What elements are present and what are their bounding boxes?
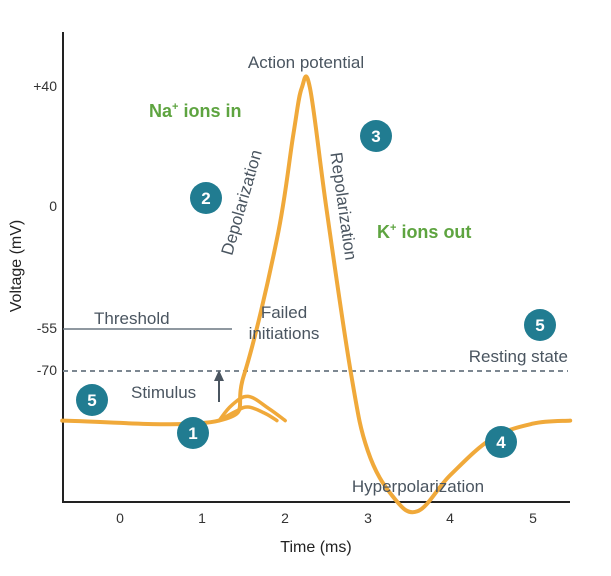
- stimulus-arrow-head: [214, 370, 224, 381]
- x-tick-label: 0: [116, 510, 124, 526]
- svg-text:5: 5: [535, 316, 544, 335]
- badge-1: 1: [177, 417, 209, 449]
- initiations-label: initiations: [249, 324, 320, 343]
- badge-5-left: 5: [76, 384, 108, 416]
- badge-2: 2: [190, 182, 222, 214]
- y-tick-label: -55: [37, 320, 57, 336]
- hyperpolarization-label: Hyperpolarization: [352, 477, 484, 496]
- badge-4: 4: [485, 426, 517, 458]
- y-tick-label: -70: [37, 362, 57, 378]
- failed-initiation-curve-high: [217, 394, 287, 423]
- y-tick-label: +40: [33, 78, 57, 94]
- y-axis-title: Voltage (mV): [8, 220, 25, 312]
- action-potential-label: Action potential: [248, 53, 364, 72]
- x-tick-label: 2: [281, 510, 289, 526]
- svg-text:2: 2: [201, 189, 210, 208]
- svg-text:3: 3: [371, 127, 380, 146]
- threshold-label: Threshold: [94, 309, 170, 328]
- y-ticks: +40 0 -55 -70: [33, 78, 57, 378]
- badge-5-right: 5: [524, 309, 556, 341]
- x-axis-title: Time (ms): [280, 539, 351, 556]
- x-tick-label: 1: [198, 510, 206, 526]
- stimulus-label: Stimulus: [131, 383, 196, 402]
- x-ticks: 0 1 2 3 4 5: [116, 510, 537, 526]
- svg-text:1: 1: [188, 424, 197, 443]
- action-potential-curve: [60, 74, 573, 515]
- k-ions-label: K+ ions out: [377, 222, 471, 242]
- failed-initiation-curve-low: [217, 405, 279, 423]
- svg-text:5: 5: [87, 391, 96, 410]
- svg-text:4: 4: [496, 433, 506, 452]
- na-ions-label: Na+ ions in: [149, 101, 241, 121]
- depolarization-label: Depolarization: [218, 148, 266, 258]
- badge-3: 3: [360, 120, 392, 152]
- y-tick-label: 0: [49, 198, 57, 214]
- x-tick-label: 4: [446, 510, 454, 526]
- x-tick-label: 3: [364, 510, 372, 526]
- x-tick-label: 5: [529, 510, 537, 526]
- resting-state-label: Resting state: [469, 347, 568, 366]
- failed-label: Failed: [261, 303, 307, 322]
